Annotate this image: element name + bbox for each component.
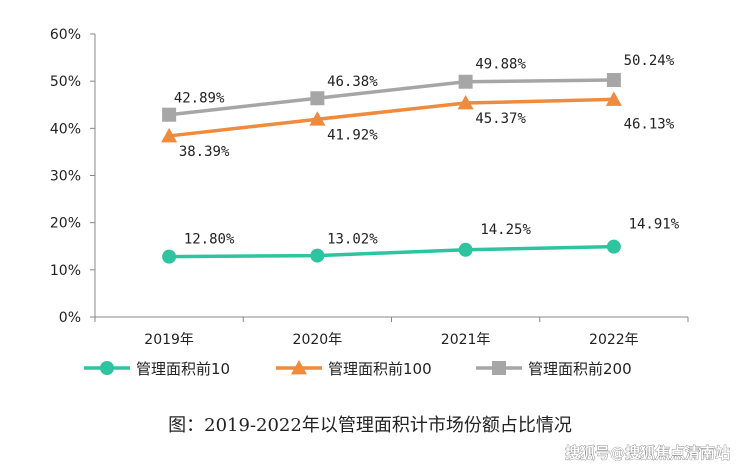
legend-label: 管理面积前10 [136,360,230,378]
series-line [168,78,614,117]
data-label: 45.37% [475,111,526,127]
data-label: 42.89% [174,91,225,107]
chart-axes: 0% 10% 20% 30% 40% 50% 60% 2019年 2020年 2021年 2022年 [50,27,689,348]
data-point [310,248,325,263]
series-line [169,244,614,259]
data-point [457,95,474,110]
x-tick-label: 2020年 [293,332,343,348]
x-tick-label: 2022年 [589,332,639,348]
y-tick-label: 50% [50,74,81,90]
data-point [161,127,178,143]
data-label: 41.92% [327,127,378,143]
y-tick-label: 10% [50,263,81,279]
series-layer [161,73,622,264]
data-point [606,239,621,254]
legend-label: 管理面积前200 [528,360,632,378]
data-point [458,242,473,257]
data-label: 46.13% [624,116,675,132]
watermark-text: 搜狐号@搜狐焦点清南站 [565,444,730,462]
data-label: 13.02% [327,232,378,248]
series-line [168,97,614,138]
data-point [605,91,622,106]
y-tick-label: 60% [50,27,81,43]
data-point [162,249,177,264]
chart-legend: 管理面积前10 管理面积前100 管理面积前200 [84,360,632,378]
x-tick-label: 2021年 [441,332,491,348]
data-point [458,74,473,89]
series-1 [162,239,621,264]
legend-marker [291,360,307,375]
data-label: 49.88% [475,57,526,73]
x-tick-label: 2019年 [144,332,194,348]
legend-item: 管理面积前200 [476,360,632,378]
y-tick-label: 0% [59,310,81,326]
figure-caption: 图：2019-2022年以管理面积计市场份额占比情况 [168,415,572,436]
series-2 [161,91,622,143]
y-tick-label: 30% [50,169,81,185]
data-point [310,91,325,106]
legend-marker [100,361,114,375]
legend-item: 管理面积前10 [84,360,230,378]
data-label: 50.24% [624,53,675,69]
series-3 [162,73,621,122]
data-label: 14.25% [480,222,531,238]
legend-label: 管理面积前100 [328,360,432,378]
data-label: 14.91% [629,217,680,233]
data-label: 12.80% [184,232,235,248]
legend-item: 管理面积前100 [276,360,432,378]
data-labels: 12.80% 13.02% 14.25% 14.91% 38.39% 41.92% 45.3… [174,53,680,248]
data-point [162,107,177,122]
data-label: 46.38% [327,74,378,90]
legend-marker [492,361,506,375]
data-point [606,73,621,88]
data-label: 38.39% [179,144,230,160]
y-tick-label: 20% [50,216,81,232]
data-point [309,111,326,126]
y-tick-label: 40% [50,121,81,137]
